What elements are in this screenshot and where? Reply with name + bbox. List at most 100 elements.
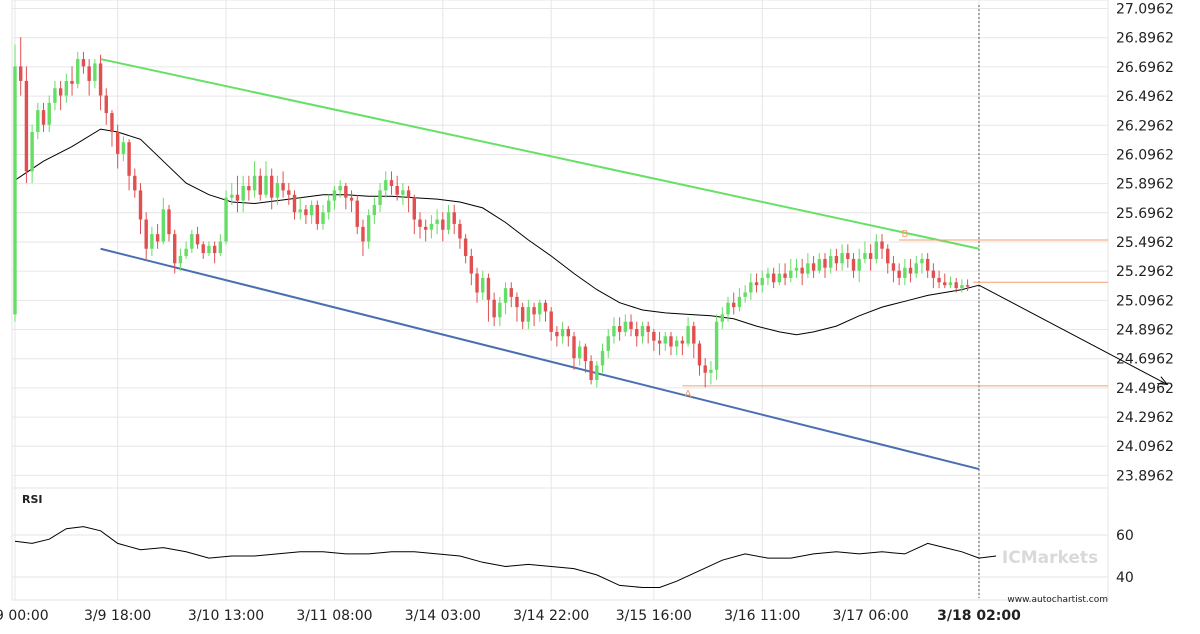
- time-axis: 3/9 00:00 3/9 18:00 3/10 13:00 3/11 08:00 3/…: [0, 608, 1021, 624]
- candle-body: [167, 209, 171, 235]
- support-resistance-levels: BA: [682, 229, 1108, 400]
- candle-body: [732, 302, 736, 308]
- candle-body: [943, 282, 947, 286]
- candle-body: [155, 234, 160, 242]
- candle-body: [709, 369, 713, 373]
- x-tick-label: 3/9 00:00: [0, 608, 49, 624]
- ma-line: [14, 128, 980, 336]
- y-tick-label: 26.8962: [1116, 31, 1174, 47]
- candle-body: [361, 226, 365, 242]
- candle-body: [212, 245, 217, 254]
- candle-body: [520, 307, 525, 322]
- candle-body: [327, 200, 331, 213]
- x-tick-label: 3/9 18:00: [84, 608, 151, 624]
- x-tick-label: 3/14 22:00: [513, 608, 589, 624]
- candle-body: [372, 204, 377, 216]
- candle-body: [743, 292, 747, 297]
- x-tick-label: 3/17 06:00: [833, 608, 909, 624]
- candle-body: [874, 241, 879, 259]
- candle-body: [549, 311, 553, 332]
- rsi-tick-label: 40: [1116, 570, 1134, 586]
- candle-body: [207, 245, 211, 254]
- lower-channel-line: [100, 247, 980, 471]
- candle-body: [771, 273, 776, 283]
- candle-body: [121, 142, 126, 154]
- candle-body: [224, 197, 228, 242]
- point-b-label: B: [901, 229, 908, 240]
- candle-body: [589, 361, 593, 381]
- candle-body: [81, 59, 86, 67]
- candle-body: [190, 234, 194, 249]
- candle-body: [178, 256, 183, 264]
- candle-body: [737, 296, 742, 308]
- candle-body: [378, 190, 382, 205]
- candle-body: [24, 80, 29, 172]
- candle-body: [680, 340, 685, 344]
- candle-body: [338, 185, 342, 191]
- candle-body: [828, 256, 833, 268]
- candle-body: [64, 80, 69, 96]
- candle-body: [47, 102, 51, 125]
- candle-body: [600, 350, 605, 366]
- candle-body: [960, 285, 964, 289]
- candle-body: [526, 307, 531, 322]
- y-tick-label: 25.2962: [1116, 264, 1174, 280]
- candle-body: [230, 194, 234, 198]
- candle-body: [629, 321, 633, 329]
- candle-body: [692, 326, 696, 344]
- x-tick-label: 3/15 16:00: [616, 608, 692, 624]
- candle-body: [150, 234, 154, 249]
- candle-body: [606, 336, 610, 351]
- candle-body: [406, 190, 411, 198]
- forecast-arrow: [978, 284, 1169, 386]
- candle-body: [281, 183, 285, 191]
- y-tick-label: 25.6962: [1116, 206, 1174, 222]
- candle-body: [714, 321, 719, 370]
- candle-body: [366, 215, 371, 242]
- candle-body: [127, 142, 131, 176]
- candle-body: [115, 132, 120, 154]
- candle-body: [868, 253, 873, 259]
- candle-body: [811, 263, 816, 271]
- candle-body: [104, 95, 108, 114]
- candle-body: [309, 204, 314, 216]
- candle-body: [948, 282, 953, 286]
- x-tick-label: 3/14 03:00: [405, 608, 481, 624]
- candle-body: [726, 302, 730, 315]
- candle-body: [218, 241, 223, 254]
- candle-body: [332, 190, 337, 201]
- candle-body: [817, 258, 821, 271]
- forecast-arrowhead: [1157, 376, 1169, 386]
- candle-body: [133, 175, 137, 191]
- candle-body: [760, 277, 764, 286]
- point-a-label: A: [685, 389, 692, 400]
- candle-body: [241, 185, 245, 201]
- y-tick-label: 24.4962: [1116, 381, 1174, 397]
- candle-body: [657, 340, 662, 344]
- y-tick-label: 24.2962: [1116, 410, 1174, 426]
- candle-body: [161, 209, 166, 242]
- channel-lines: [100, 58, 980, 471]
- candle-body: [138, 190, 143, 220]
- rsi-label: RSI: [22, 493, 43, 506]
- candle-body: [235, 194, 240, 201]
- candle-body: [184, 248, 188, 257]
- candle-body: [578, 346, 582, 359]
- forecast-line: [978, 284, 1168, 385]
- watermark: ICMarkets www.autochartist.com: [1002, 548, 1108, 605]
- candle-body: [452, 212, 456, 224]
- candle-body: [669, 336, 673, 347]
- x-tick-label: 3/10 13:00: [188, 608, 264, 624]
- candle-body: [463, 238, 468, 257]
- candle-body: [304, 209, 308, 216]
- candle-body: [53, 88, 57, 103]
- candle-body: [412, 197, 416, 220]
- x-tick-label: 3/11 08:00: [296, 608, 372, 624]
- candle-body: [429, 223, 434, 230]
- candle-body: [418, 219, 422, 227]
- candle-body: [93, 63, 97, 81]
- candle-body: [863, 253, 867, 259]
- candle-body: [269, 175, 274, 198]
- candle-body: [264, 175, 268, 195]
